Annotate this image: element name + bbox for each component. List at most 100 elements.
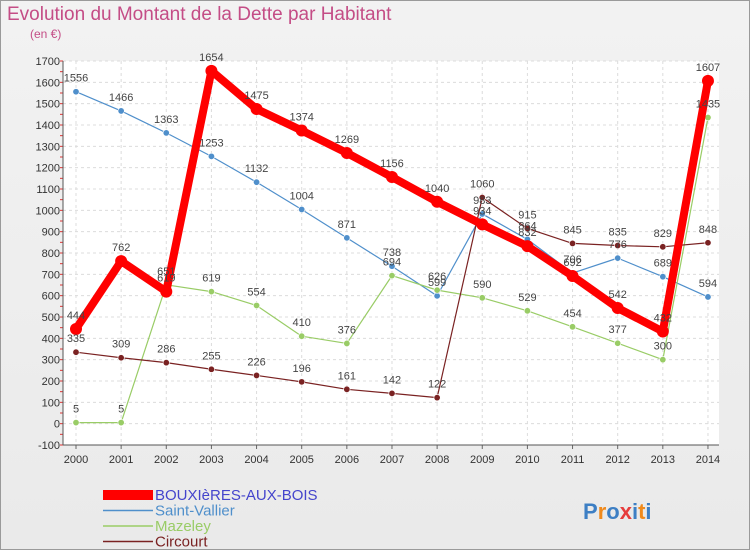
data-label: 738 [383,247,401,259]
data-label: 542 [609,289,627,301]
data-point [162,359,170,367]
logo-letter: P [583,499,598,524]
x-tick-label: 2004 [244,454,268,466]
data-point [659,273,667,281]
data-point [614,242,622,250]
x-tick-label: 2014 [696,454,720,466]
data-point [207,288,215,296]
legend: BOUXIèRES-AUX-BOISSaint-VallierMazeleyCi… [103,487,318,549]
logo-letter: t [638,499,646,524]
data-point [253,301,261,309]
x-tick-label: 2006 [335,454,359,466]
data-label: 651 [157,266,175,278]
y-tick-label: 1100 [36,184,60,196]
data-point [521,240,534,253]
data-label: 1374 [289,112,313,124]
data-point [701,74,714,87]
y-tick-label: 500 [42,312,60,324]
x-tick-label: 2003 [199,454,223,466]
data-label: 1475 [244,90,268,102]
data-point [207,152,215,160]
data-label: 1556 [64,73,88,85]
data-point [253,178,261,186]
x-tick-label: 2001 [109,454,133,466]
data-point [431,195,444,208]
y-tick-label: 900 [42,227,60,239]
data-point [115,255,128,268]
data-label: 1654 [199,52,223,64]
data-label: 1435 [696,99,720,111]
data-point [704,239,712,247]
proxiti-wordmark: Proxiti [583,499,652,524]
x-tick-label: 2011 [561,454,585,466]
data-label: 454 [563,308,581,320]
data-label: 848 [699,224,717,236]
data-label: 706 [563,254,581,266]
proxiti-logo: Proxiti [583,499,652,524]
data-label: 915 [518,209,536,221]
x-tick-label: 2000 [64,454,88,466]
data-point [659,356,667,364]
legend-label: Saint-Vallier [155,503,235,520]
legend-label: Mazeley [155,518,211,535]
data-point [611,302,624,315]
data-label: 1132 [245,163,269,175]
data-label: 626 [428,271,446,283]
x-tick-label: 2009 [470,454,494,466]
y-tick-label: 1400 [36,120,60,132]
data-labels: 444 762 619 1654 1475 1374 1269 1156 1040 934 832 6… [64,52,720,416]
data-label: 1156 [380,158,404,170]
data-label: 1004 [289,190,313,202]
logo-letter: i [632,499,638,524]
data-point [478,294,486,302]
data-label: 5 [118,404,124,416]
data-label: 871 [338,219,356,231]
data-point [433,286,441,294]
data-point [523,307,531,315]
data-point [433,292,441,300]
data-label: 1040 [425,183,449,195]
data-point [207,365,215,373]
data-point [162,129,170,137]
data-label: 226 [247,356,265,368]
data-label: 335 [67,333,85,345]
data-label: 619 [157,273,175,285]
logo-letter: i [645,499,651,524]
y-tick-label: 400 [42,333,60,345]
data-point [343,385,351,393]
data-label: 1363 [154,114,178,126]
data-label: 599 [428,277,446,289]
data-point [388,389,396,397]
data-point [298,332,306,340]
logo-letter: o [606,499,619,524]
data-label: 444 [67,310,85,322]
data-label: 835 [609,227,627,239]
y-tick-label: 1300 [36,141,60,153]
x-tick-label: 2010 [515,454,539,466]
y-tick-label: 0 [54,419,60,431]
data-point [569,239,577,247]
data-label: 300 [654,341,672,353]
data-label: 122 [428,379,446,391]
data-label: 689 [654,258,672,270]
data-point [388,272,396,280]
y-tick-label: 300 [42,355,60,367]
data-label: 1607 [696,62,720,74]
data-point [250,103,263,115]
y-tick-label: 800 [42,248,60,260]
data-point [72,348,80,356]
y-tick-label: 1200 [36,163,60,175]
data-point [70,322,82,335]
data-label: 196 [293,363,311,375]
data-point [614,254,622,262]
data-point [72,419,80,427]
data-point [569,323,577,331]
data-label: 864 [518,220,536,232]
data-point [117,419,125,427]
legend-swatch [103,490,153,500]
data-label: 554 [247,286,265,298]
data-point [298,205,306,213]
data-point [433,394,441,402]
data-label: 1060 [470,179,494,191]
